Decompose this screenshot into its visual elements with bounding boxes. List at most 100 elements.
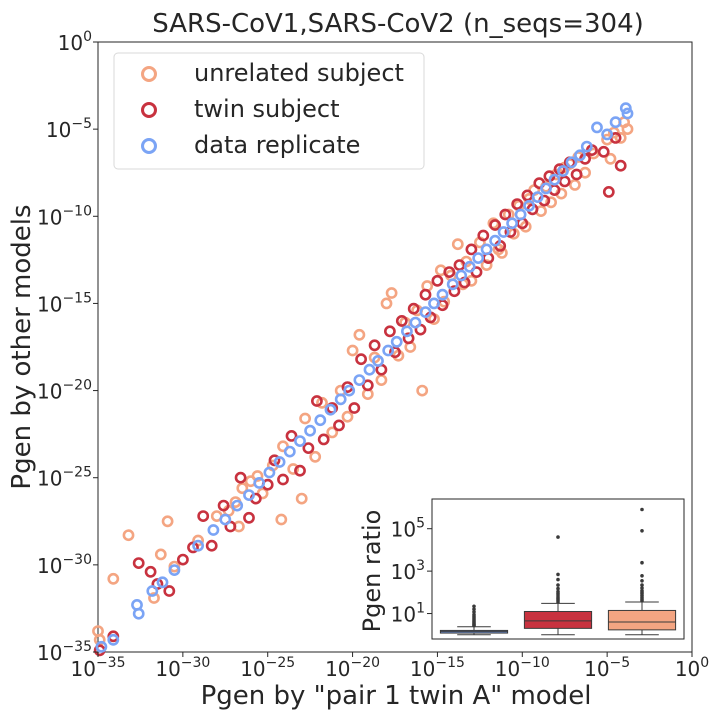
point-unrelated-subject xyxy=(545,196,557,209)
point-twin-subject xyxy=(389,346,401,359)
point-twin-subject xyxy=(205,539,218,552)
point-twin-subject xyxy=(443,266,456,278)
point-twin-subject xyxy=(132,557,145,569)
point-unrelated-subject xyxy=(295,492,308,505)
point-twin-subject xyxy=(333,419,345,432)
point-data-replicate xyxy=(283,445,296,458)
point-twin-subject xyxy=(234,471,247,484)
outlier-unrelated-subject xyxy=(640,529,644,533)
point-unrelated-subject xyxy=(451,238,464,251)
point-data-replicate xyxy=(609,116,622,129)
point-unrelated-subject xyxy=(346,344,359,357)
point-data-replicate xyxy=(580,140,593,153)
point-unrelated-subject xyxy=(487,217,500,230)
point-twin-subject xyxy=(402,332,415,345)
inset-boxplot: 101 103 105 Pgen ratio xyxy=(358,498,685,640)
point-twin-subject xyxy=(317,433,330,446)
point-unrelated-subject xyxy=(287,463,300,475)
inset-y-axis-label: Pgen ratio xyxy=(358,510,386,633)
x-tick-label: 10−35 xyxy=(71,655,126,681)
point-twin-subject xyxy=(465,243,478,256)
outlier-unrelated-subject xyxy=(640,507,644,512)
point-twin-subject xyxy=(419,288,432,301)
inset-boxes-layer xyxy=(439,507,677,636)
point-unrelated-subject xyxy=(621,123,634,136)
y-tick-label: 100 xyxy=(58,29,92,55)
point-unrelated-subject xyxy=(614,131,627,144)
y-tick-label: 10−30 xyxy=(37,552,92,578)
point-unrelated-subject xyxy=(299,412,311,425)
point-twin-subject xyxy=(326,402,339,414)
point-data-replicate xyxy=(446,278,459,291)
outlier-unrelated-subject xyxy=(640,579,644,583)
point-twin-subject xyxy=(243,511,255,524)
point-twin-subject xyxy=(368,339,381,352)
legend-label-unrelated-subject: unrelated subject xyxy=(194,59,404,87)
point-unrelated-subject xyxy=(309,450,322,463)
outlier-unrelated-subject xyxy=(640,574,644,578)
legend-label-twin-subject: twin subject xyxy=(194,95,340,123)
point-data-replicate xyxy=(324,403,337,416)
point-data-replicate xyxy=(497,226,510,238)
x-tick-label: 10−10 xyxy=(495,655,550,681)
point-twin-subject xyxy=(477,229,490,242)
chart-title: SARS-CoV1,SARS-CoV2 (n_seqs=304) xyxy=(152,9,644,39)
point-data-replicate xyxy=(523,199,535,212)
point-twin-subject xyxy=(285,429,298,442)
point-data-replicate xyxy=(436,288,449,301)
point-twin-subject xyxy=(448,285,461,298)
y-axis-label: Pgen by other models xyxy=(7,204,37,489)
point-data-replicate xyxy=(574,149,586,162)
point-twin-subject xyxy=(294,464,306,477)
outlier-twin-subject xyxy=(556,583,560,587)
point-unrelated-subject xyxy=(416,384,429,397)
point-unrelated-subject xyxy=(604,152,617,165)
point-unrelated-subject xyxy=(161,515,174,528)
point-twin-subject xyxy=(302,442,315,454)
point-unrelated-subject xyxy=(122,529,135,542)
y-tick-label: 10−35 xyxy=(37,639,92,665)
point-data-replicate xyxy=(565,156,578,169)
point-data-replicate xyxy=(304,424,316,437)
point-unrelated-subject xyxy=(495,246,508,259)
point-twin-subject xyxy=(310,395,323,407)
point-data-replicate xyxy=(419,306,432,318)
point-unrelated-subject xyxy=(148,592,160,604)
point-data-replicate xyxy=(621,107,634,120)
x-axis-label: Pgen by "pair 1 twin A" model xyxy=(201,681,592,711)
x-tick-label: 10−5 xyxy=(584,655,630,681)
outlier-twin-subject xyxy=(556,589,560,594)
point-data-replicate xyxy=(531,191,544,203)
point-data-replicate xyxy=(619,102,632,115)
point-data-replicate xyxy=(343,384,356,397)
point-unrelated-subject xyxy=(465,274,478,287)
point-data-replicate xyxy=(601,128,613,141)
point-data-replicate xyxy=(540,182,552,195)
point-data-replicate xyxy=(243,489,255,501)
point-twin-subject xyxy=(614,159,627,172)
point-data-replicate xyxy=(334,393,347,406)
point-unrelated-subject xyxy=(154,548,167,561)
point-data-replicate xyxy=(428,297,440,310)
point-data-replicate xyxy=(400,325,413,338)
y-tick-label: 10−15 xyxy=(37,290,92,316)
outlier-unrelated-subject xyxy=(640,583,644,587)
point-unrelated-subject xyxy=(569,178,581,191)
point-data-replicate xyxy=(372,354,384,367)
point-data-replicate xyxy=(455,269,468,282)
point-data-replicate xyxy=(219,513,232,526)
point-data-replicate xyxy=(207,524,220,536)
point-twin-subject xyxy=(602,185,615,198)
point-twin-subject xyxy=(277,473,289,486)
point-data-replicate xyxy=(489,234,501,247)
point-data-replicate xyxy=(273,456,286,468)
point-data-replicate xyxy=(472,252,485,264)
outlier-data-replicate xyxy=(472,610,476,614)
legend: unrelated subject twin subject data repl… xyxy=(113,52,425,170)
outlier-data-replicate xyxy=(472,612,476,617)
outlier-twin-subject xyxy=(556,586,560,591)
point-data-replicate xyxy=(363,363,376,376)
point-data-replicate xyxy=(480,243,493,256)
point-twin-subject xyxy=(355,353,367,366)
point-data-replicate xyxy=(591,121,603,134)
